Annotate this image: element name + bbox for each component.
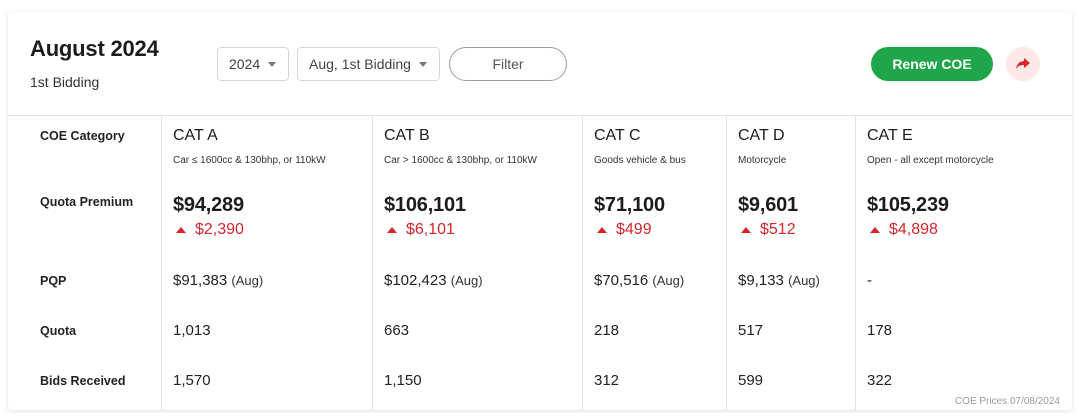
header-divider: [8, 115, 1072, 116]
premium-cell-cat-a: $94,289 $2,390: [173, 194, 244, 239]
pqp-value: $91,383: [173, 272, 228, 289]
bids-cell-cat-c: 312: [594, 372, 620, 389]
column-divider: [161, 116, 162, 410]
column-divider: [726, 116, 727, 410]
category-description: Open - all except motorcycle: [867, 155, 994, 166]
pqp-cell-cat-e: -: [867, 272, 872, 289]
premium-cell-cat-d: $9,601 $512: [738, 194, 798, 239]
quota-premium-value: $106,101: [384, 194, 466, 216]
quota-cell-cat-e: 178: [867, 322, 893, 339]
prices-footnote: COE Prices 07/08/2024: [954, 396, 1060, 407]
bids-cell-cat-a: 1,570: [173, 372, 211, 389]
quota-cell-cat-c: 218: [594, 322, 620, 339]
pqp-cell-cat-b: $102,423 (Aug): [384, 272, 483, 289]
pqp-cell-cat-c: $70,516 (Aug): [594, 272, 684, 289]
category-description: Car ≤ 1600cc & 130bhp, or 110kW: [173, 155, 326, 166]
quota-premium-value: $105,239: [867, 194, 949, 216]
pqp-value: $9,133: [738, 272, 784, 289]
premium-change: $2,390: [173, 221, 244, 239]
chevron-down-icon: [418, 61, 427, 67]
premium-change-value: $4,898: [889, 221, 938, 238]
premium-cell-cat-b: $106,101 $6,101: [384, 194, 466, 239]
triangle-up-icon: [387, 227, 397, 233]
quota-premium-value: $9,601: [738, 194, 798, 216]
coe-results-card: August 2024 1st Bidding 2024 Aug, 1st Bi…: [8, 12, 1072, 410]
year-select[interactable]: 2024: [217, 47, 289, 81]
card-header: August 2024 1st Bidding 2024 Aug, 1st Bi…: [8, 12, 1072, 116]
category-header-cat-b: CAT B Car > 1600cc & 130bhp, or 110kW: [384, 127, 537, 166]
category-description: Goods vehicle & bus: [594, 155, 686, 166]
bids-cell-cat-b: 1,150: [384, 372, 422, 389]
pqp-period: (Aug): [231, 273, 264, 288]
bidding-select-value: Aug, 1st Bidding: [309, 56, 411, 72]
category-name: CAT A: [173, 127, 218, 144]
premium-cell-cat-c: $71,100 $499: [594, 194, 665, 239]
share-arrow-icon: [1016, 58, 1030, 69]
category-name: CAT C: [594, 127, 641, 144]
quota-premium-value: $94,289: [173, 194, 244, 216]
category-description: Car > 1600cc & 130bhp, or 110kW: [384, 155, 537, 166]
row-label-premium: Quota Premium: [40, 195, 134, 209]
premium-change: $6,101: [384, 221, 466, 239]
bids-cell-cat-d: 599: [738, 372, 764, 389]
bids-cell-cat-e: 322: [867, 372, 893, 389]
triangle-up-icon: [741, 227, 751, 233]
page-subtitle: 1st Bidding: [30, 74, 100, 90]
premium-change-value: $2,390: [195, 221, 244, 238]
pqp-period: (Aug): [652, 273, 685, 288]
column-divider: [372, 116, 373, 410]
category-header-cat-a: CAT A Car ≤ 1600cc & 130bhp, or 110kW: [173, 127, 326, 166]
triangle-up-icon: [597, 227, 607, 233]
bidding-select[interactable]: Aug, 1st Bidding: [297, 47, 440, 81]
row-label-pqp: PQP: [40, 274, 67, 288]
column-divider: [855, 116, 856, 410]
quota-cell-cat-d: 517: [738, 322, 764, 339]
category-header-cat-c: CAT C Goods vehicle & bus: [594, 127, 686, 166]
page-title: August 2024: [30, 36, 159, 61]
row-label-quota: Quota: [40, 324, 77, 338]
category-name: CAT E: [867, 127, 913, 144]
renew-coe-button[interactable]: Renew COE: [871, 47, 993, 81]
row-label-bids: Bids Received: [40, 374, 126, 388]
year-select-value: 2024: [229, 56, 261, 72]
share-button[interactable]: [1006, 47, 1040, 81]
premium-change-value: $6,101: [406, 221, 455, 238]
category-header-cat-d: CAT D Motorcycle: [738, 127, 786, 166]
premium-change-value: $512: [760, 221, 796, 238]
chevron-down-icon: [268, 61, 277, 67]
quota-cell-cat-a: 1,013: [173, 322, 211, 339]
pqp-period: (Aug): [788, 273, 820, 288]
triangle-up-icon: [176, 227, 186, 233]
pqp-value: -: [867, 272, 872, 289]
premium-change-value: $499: [616, 221, 652, 238]
pqp-value: $102,423: [384, 272, 447, 289]
category-name: CAT B: [384, 127, 430, 144]
pqp-cell-cat-a: $91,383 (Aug): [173, 272, 263, 289]
column-divider: [582, 116, 583, 410]
quota-cell-cat-b: 663: [384, 322, 410, 339]
premium-cell-cat-e: $105,239 $4,898: [867, 194, 949, 239]
quota-premium-value: $71,100: [594, 194, 665, 216]
row-label-category: COE Category: [40, 129, 125, 143]
premium-change: $4,898: [867, 221, 949, 239]
filter-button[interactable]: Filter: [449, 47, 567, 81]
premium-change: $512: [738, 221, 798, 239]
pqp-value: $70,516: [594, 272, 649, 289]
pqp-period: (Aug): [450, 273, 483, 288]
category-header-cat-e: CAT E Open - all except motorcycle: [867, 127, 994, 166]
category-description: Motorcycle: [738, 155, 787, 166]
triangle-up-icon: [870, 227, 880, 233]
category-name: CAT D: [738, 127, 785, 144]
premium-change: $499: [594, 221, 665, 239]
pqp-cell-cat-d: $9,133 (Aug): [738, 272, 820, 289]
